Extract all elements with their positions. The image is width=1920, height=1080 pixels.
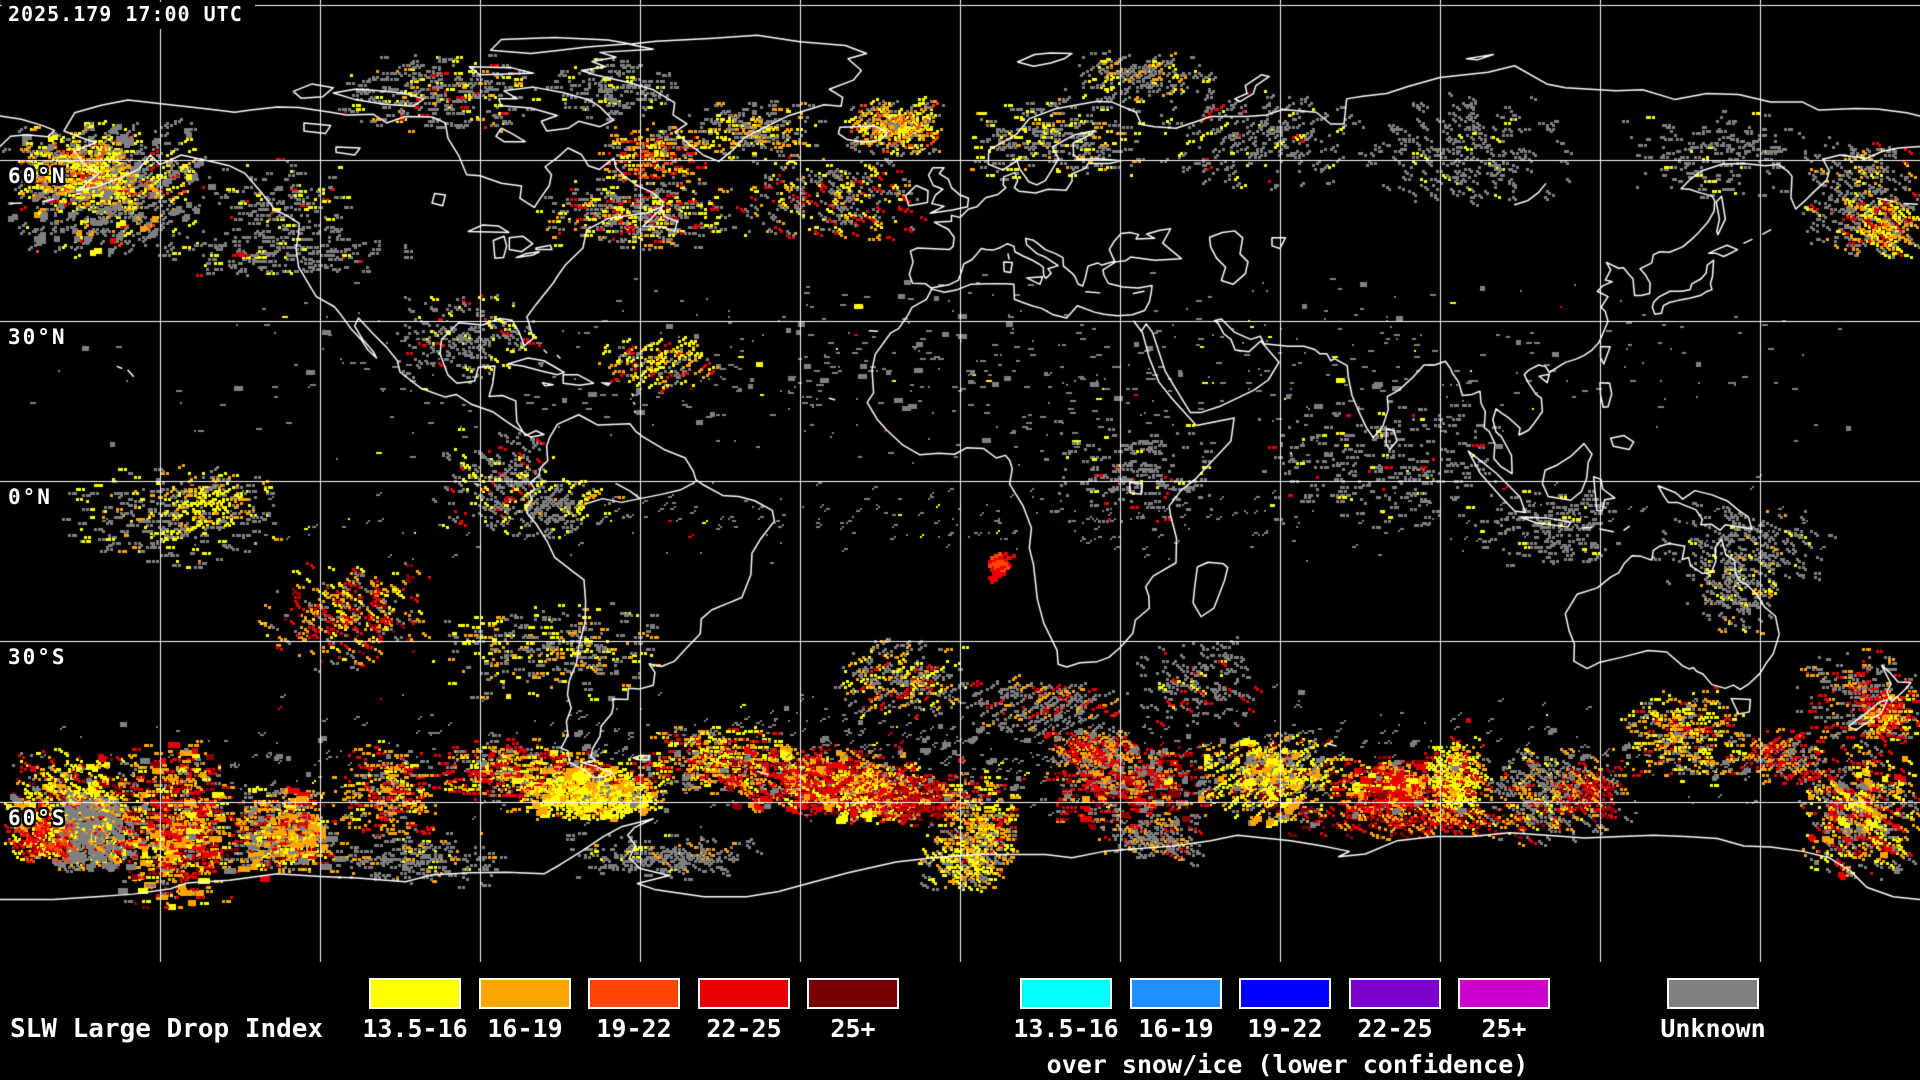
legend-swatch-snowice-0 [1020,978,1112,1009]
legend-swatch-snowice-2 [1239,978,1331,1009]
world-map-canvas [0,0,1920,962]
timestamp-label: 2025.179 17:00 UTC [2,2,255,29]
legend-swatch-standard-4 [807,978,899,1009]
legend-swatch-snowice-4 [1458,978,1550,1009]
latitude-label-30s: 30°S [8,645,67,669]
legend-caption-snowice: over snow/ice (lower confidence) [1046,1050,1529,1079]
legend-swatch-standard-3 [698,978,790,1009]
legend-swatch-snowice-1 [1130,978,1222,1009]
legend-title: SLW Large Drop Index [10,1014,324,1044]
legend-label-snowice-4: 25+ [1481,1014,1527,1043]
legend-swatch-standard-1 [479,978,571,1009]
legend-swatch-standard-0 [369,978,461,1009]
legend-label-snowice-0: 13.5-16 [1013,1014,1119,1043]
latitude-label-0n: 0°N [8,485,52,509]
latitude-label-30n: 30°N [8,325,67,349]
legend-label-snowice-2: 19-22 [1247,1014,1323,1043]
legend-label-standard-1: 16-19 [487,1014,563,1043]
latitude-label-60n: 60°N [8,164,67,188]
legend-label-standard-2: 19-22 [596,1014,672,1043]
legend-label-standard-4: 25+ [830,1014,876,1043]
legend: SLW Large Drop Index 13.5-16 16-19 19-22… [0,962,1920,1080]
legend-label-standard-3: 22-25 [706,1014,782,1043]
legend-swatch-snowice-3 [1349,978,1441,1009]
legend-label-snowice-1: 16-19 [1138,1014,1214,1043]
legend-label-standard-0: 13.5-16 [362,1014,468,1043]
legend-swatch-unknown [1667,978,1759,1009]
legend-swatch-standard-2 [588,978,680,1009]
legend-label-unknown: Unknown [1660,1014,1766,1043]
latitude-label-60s: 60°S [8,806,67,830]
legend-label-snowice-3: 22-25 [1357,1014,1433,1043]
